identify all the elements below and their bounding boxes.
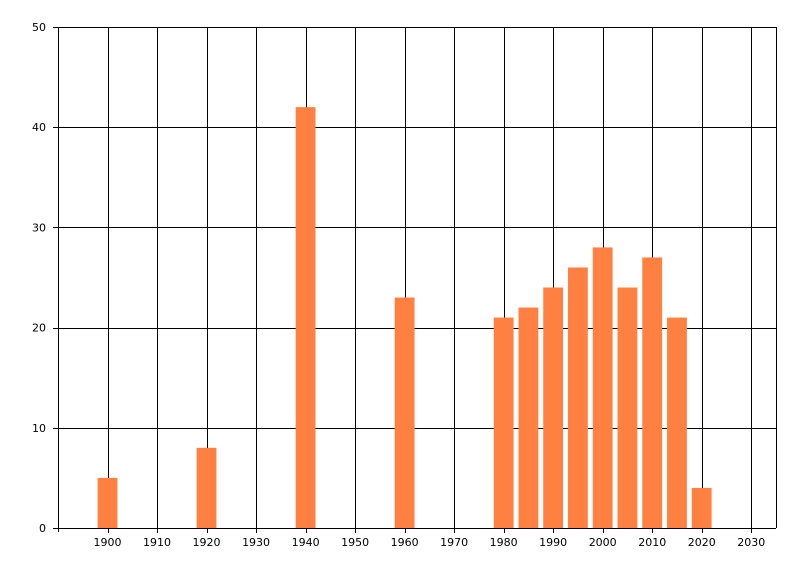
bar-2015 (667, 317, 687, 528)
y-tick-label-50: 50 (32, 21, 46, 34)
x-tick-label-1930: 1930 (242, 536, 270, 549)
x-tick-label-1960: 1960 (391, 536, 419, 549)
bar-1980 (493, 317, 514, 528)
bar-1985 (518, 307, 539, 528)
x-tick-label-1980: 1980 (490, 536, 518, 549)
x-tick-label-2020: 2020 (688, 536, 716, 549)
grid-lines (58, 27, 777, 529)
x-tick-label-2000: 2000 (589, 536, 617, 549)
y-tick-label-10: 10 (32, 422, 46, 435)
bars (97, 107, 712, 528)
x-tick-label-2010: 2010 (638, 536, 666, 549)
bar-2010 (642, 257, 663, 528)
axes (53, 27, 776, 533)
bar-2020 (691, 487, 712, 528)
y-tick-label-0: 0 (39, 522, 46, 535)
bar-1940 (295, 107, 316, 528)
x-tick-label-2030: 2030 (737, 536, 765, 549)
x-tick-label-1920: 1920 (193, 536, 221, 549)
x-tick-label-1910: 1910 (143, 536, 171, 549)
y-tick-label-20: 20 (32, 322, 46, 335)
x-tick-label-1950: 1950 (341, 536, 369, 549)
bar-2000 (592, 247, 613, 528)
bar-1920 (196, 447, 217, 528)
x-tick-label-1990: 1990 (539, 536, 567, 549)
x-tick-label-1900: 1900 (94, 536, 122, 549)
tick-labels: 1900 1910 1920 1930 1940 1950 1960 1970 1980 1990… (32, 21, 765, 549)
bar-1990 (543, 287, 564, 528)
x-tick-label-1940: 1940 (292, 536, 320, 549)
bar-1960 (394, 297, 415, 528)
y-tick-label-40: 40 (32, 121, 46, 134)
bar-2005 (617, 287, 638, 528)
bar-1900 (97, 477, 118, 528)
x-tick-label-1970: 1970 (440, 536, 468, 549)
y-tick-label-30: 30 (32, 221, 46, 234)
bar-1995 (568, 267, 588, 528)
